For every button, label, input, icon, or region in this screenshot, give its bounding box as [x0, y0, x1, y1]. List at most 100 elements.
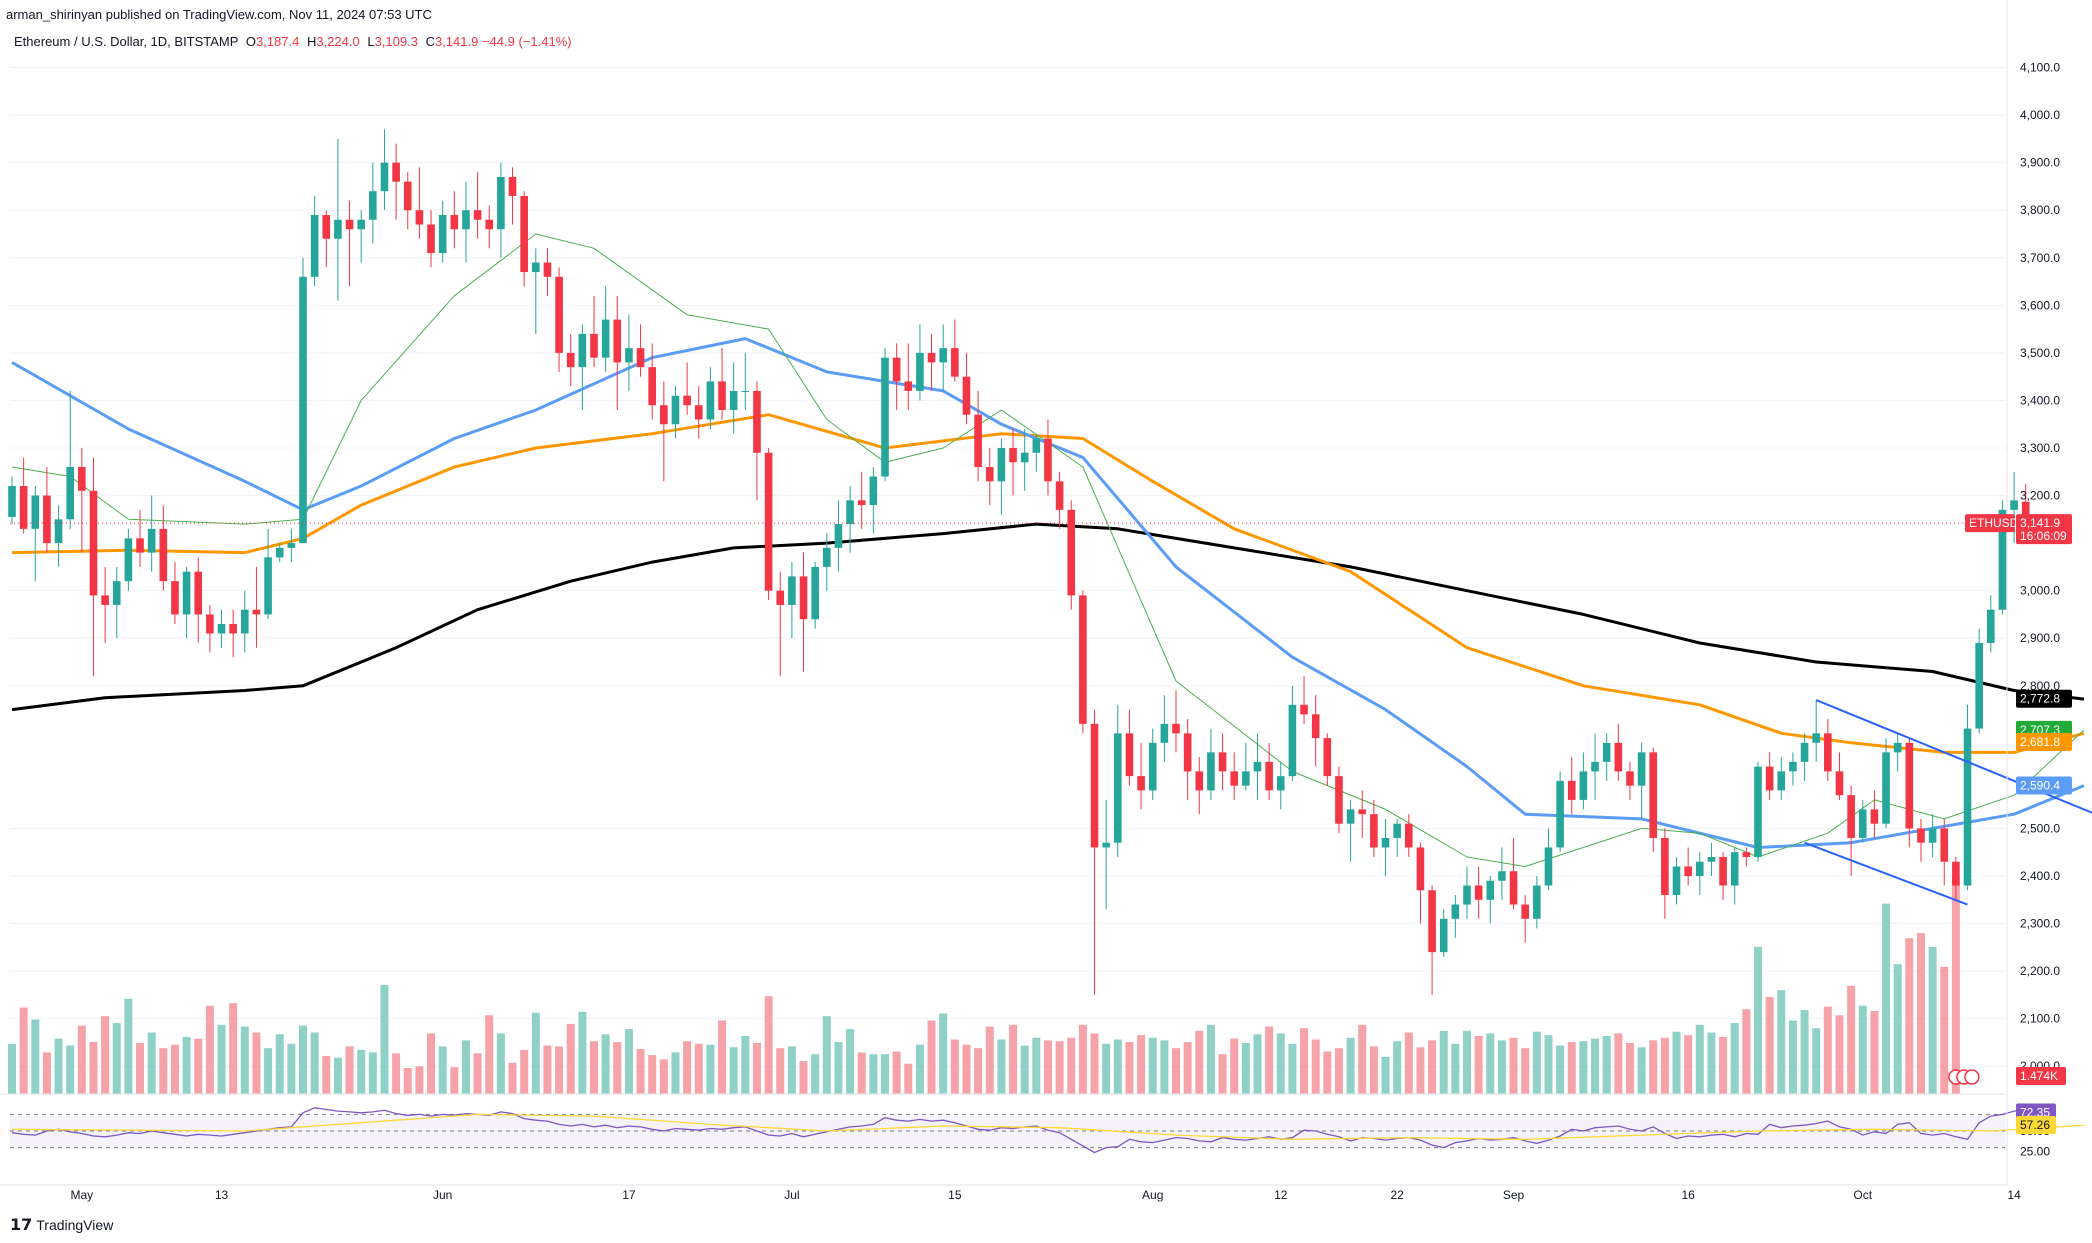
candle [147, 495, 156, 572]
time-axis[interactable]: May13Jun17Jul15Aug1222Sep16Oct14Nov1121D… [0, 1184, 2092, 1202]
candle [54, 505, 63, 567]
candle-body [1800, 742, 1809, 762]
price-tick-label: 3,400.0 [2020, 393, 2060, 407]
price-axis[interactable]: 4,100.0 4,000.0 3,900.0 3,800.0 3,700.0 3,600… [2006, 0, 2060, 1185]
candle-body [112, 581, 121, 605]
candle [811, 562, 819, 629]
volume-bar [939, 1013, 948, 1094]
candle [229, 609, 237, 658]
candle-body [1055, 481, 1064, 510]
volume-bar [869, 1054, 878, 1094]
volume-bar [543, 1045, 552, 1094]
channel-lower-line [1804, 841, 1968, 906]
candle [1917, 818, 1925, 862]
volume-bar [1195, 1030, 1204, 1094]
candle [1242, 742, 1250, 791]
candle-body [1998, 509, 2007, 610]
candle [555, 267, 563, 372]
candle-body [403, 181, 412, 211]
volume-bar [776, 1048, 785, 1094]
volume-bar [1940, 966, 1949, 1094]
candle-body [1009, 448, 1017, 463]
volume-bar [1765, 997, 1774, 1094]
candle-body [1405, 823, 1413, 848]
candle [450, 191, 459, 249]
candle [182, 566, 191, 639]
candle-body [1940, 828, 1949, 862]
rsi-pane [0, 1093, 2084, 1154]
volume-bar [950, 1039, 959, 1094]
time-tick-label: 14 [2007, 1188, 2021, 1202]
candle-body [8, 486, 16, 517]
candle [1067, 500, 1076, 610]
candle-body [194, 571, 203, 615]
candle-body [1707, 856, 1716, 862]
candle-body [101, 595, 109, 605]
candle [869, 467, 878, 534]
volume-bar [508, 1062, 517, 1094]
volume-bar [974, 1048, 983, 1094]
candle [1696, 852, 1704, 896]
symbol-legend: Ethereum / U.S. Dollar, 1D, BITSTAMP O3,… [14, 32, 572, 52]
footer-brand-text: TradingView [36, 1217, 114, 1233]
volume-bar [1463, 1030, 1471, 1094]
candle-body [2010, 500, 2018, 510]
volume-bar [904, 1063, 913, 1094]
candle [601, 286, 610, 372]
candle-body [1114, 733, 1122, 843]
volume-bar [1509, 1037, 1518, 1094]
candle [1137, 742, 1145, 810]
candle [892, 343, 901, 410]
candle-body [532, 262, 540, 273]
open-value: 3,187.4 [255, 34, 300, 49]
candle-body [857, 500, 866, 506]
candle-body [892, 357, 901, 382]
candle [1020, 428, 1029, 491]
candle [1370, 799, 1378, 857]
rsi-ma-tag-bg [2016, 1115, 2056, 1134]
rsi-ma-line [11, 1113, 2084, 1140]
candle-body [985, 467, 994, 482]
volume-bar [1951, 877, 1960, 1094]
volume-bar [915, 1044, 924, 1094]
candle-body [1719, 856, 1727, 886]
time-tick-label: Jul [784, 1188, 799, 1202]
candle-body [171, 581, 179, 615]
volume-bar [1916, 933, 1925, 1094]
candle-body [927, 352, 936, 363]
candle-body [1567, 780, 1576, 800]
candle [764, 448, 773, 601]
candle-body [706, 381, 715, 420]
time-tick-label: 15 [948, 1188, 962, 1202]
volume-bar [1928, 946, 1937, 1094]
volume-bar [729, 1047, 738, 1094]
volume-bar [1544, 1035, 1553, 1094]
candle-body [54, 519, 63, 544]
volume-bar [857, 1052, 866, 1094]
volume-bar [1649, 1040, 1658, 1094]
candle [334, 138, 342, 301]
candle [997, 438, 1006, 515]
candle [1090, 709, 1099, 995]
candle [1218, 733, 1227, 791]
price-tick-label: 2,500.0 [2020, 821, 2060, 835]
candle [43, 467, 51, 553]
volume-bar [1579, 1041, 1588, 1094]
volume-bar [1439, 1030, 1448, 1094]
volume-bar [1882, 903, 1891, 1094]
candle [1079, 590, 1087, 734]
volume-bar [706, 1044, 715, 1094]
volume-bar [368, 1052, 377, 1094]
footer-brand[interactable]: 𝟭𝟳 TradingView [10, 1214, 113, 1236]
candle [776, 571, 785, 677]
candle [1591, 733, 1599, 800]
candle-body [1230, 771, 1238, 786]
candle-body [671, 395, 680, 425]
volume-bar [252, 1032, 261, 1094]
candle-body [776, 590, 785, 605]
time-tick-label: Jun [433, 1188, 452, 1202]
candle [1602, 733, 1611, 781]
candle-body [648, 367, 656, 406]
ma-50-line [11, 337, 2085, 849]
